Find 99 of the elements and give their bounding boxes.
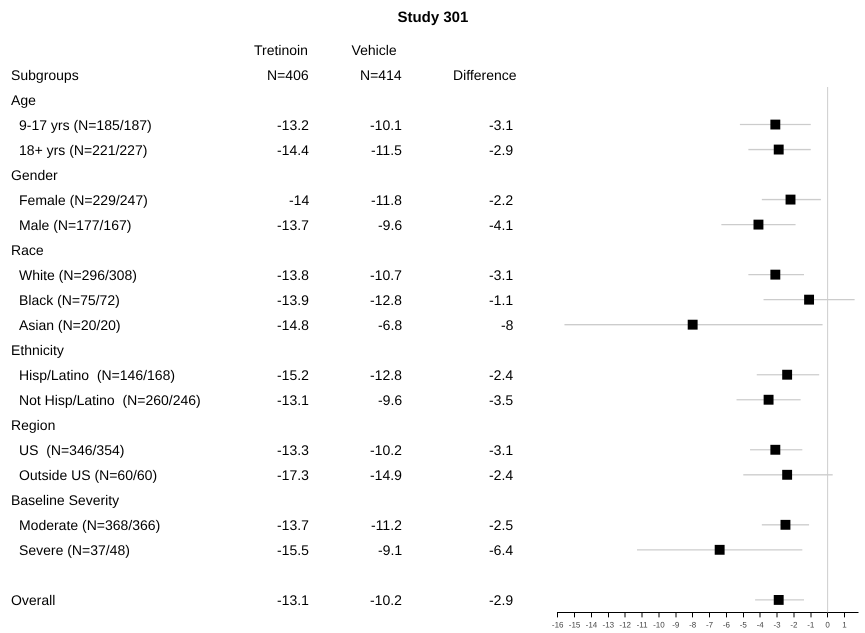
data-label: -14.9 [370,467,402,483]
data-label: -2.9 [489,142,514,158]
point [774,144,784,154]
category-label: Hisp/Latino (N=146/168) [19,367,176,383]
point [770,120,780,130]
data-label: -13.1 [277,392,309,408]
category-label: Race [11,242,44,258]
point [786,194,796,205]
category-label: Gender [11,167,58,183]
point [804,294,814,305]
category-label: White (N=296/308) [19,267,137,283]
data-label: -15.5 [277,542,309,558]
data-label: -11.2 [371,517,402,533]
category-label: US (N=346/354) [19,442,124,458]
data-label: -10.2 [370,442,402,458]
data-label: -13.9 [277,292,309,308]
x-tick-label: -9 [672,620,680,630]
data-label: -10.1 [370,117,402,133]
point [774,594,784,605]
data-label: -14.8 [277,317,309,333]
category-label: Ethnicity [11,342,64,358]
text: Study 301 [398,9,468,26]
data-label: -13.7 [277,517,309,533]
x-tick-label: -2 [790,620,798,630]
data-label: -4.1 [489,217,514,233]
x-tick-label: -11 [636,620,648,630]
x-tick-label: -4 [756,620,764,630]
data-label: -9.6 [378,392,402,408]
x-tick-label: -8 [689,620,697,630]
category-label: Moderate (N=368/366) [19,517,160,533]
data-label: -13.1 [277,592,309,608]
data-label: -14.4 [277,142,309,158]
data-label: -10.7 [370,267,402,283]
category-label: Not Hisp/Latino (N=260/246) [19,392,201,408]
data-label: -14 [289,192,310,208]
x-tick-label: -7 [706,620,714,630]
data-label: -12.8 [370,367,402,383]
text: Difference [453,67,517,83]
category-label: 18+ yrs (N=221/227) [19,142,148,158]
data-label: -3.1 [489,117,514,133]
data-label: -15.2 [277,367,309,383]
category-label: Asian (N=20/20) [19,317,121,333]
data-label: -2.4 [489,367,514,383]
x-tick-label: -10 [653,620,666,630]
data-label: -2.2 [489,192,514,208]
data-label: -13.7 [277,217,309,233]
point [754,220,764,230]
category-label: Male (N=177/167) [19,217,132,233]
category-label: Baseline Severity [11,492,120,508]
x-tick-label: -5 [740,620,748,630]
data-label: -2.4 [489,467,514,483]
category-label: Black (N=75/72) [19,292,120,308]
point [714,544,725,555]
point [782,470,792,480]
data-label: -11.8 [371,192,402,208]
x-tick-label: 1 [842,620,848,630]
x-tick-label: -3 [773,620,782,630]
data-label: -13.3 [277,442,309,458]
point [764,394,774,405]
data-label: -12.8 [370,292,402,308]
data-label: -13.8 [277,267,309,283]
data-label: -1.1 [489,292,514,308]
category-label: Outside US (N=60/60) [19,467,158,483]
category-label: Region [11,417,56,433]
data-label: -11.5 [371,142,402,158]
data-label: -6.4 [489,542,514,558]
category-label: Severe (N=37/48) [19,542,130,558]
data-label: -9.1 [378,542,402,558]
data-label: -10.2 [370,592,402,608]
text: Subgroups [11,67,79,83]
data-label: -17.3 [277,467,309,483]
data-label: -3.5 [489,392,514,408]
point [770,444,780,455]
category-label: Female (N=229/247) [19,192,148,208]
text: Vehicle N=414 [352,42,402,83]
data-label: -6.8 [378,317,402,333]
category-label: 9-17 yrs (N=185/187) [19,117,152,133]
x-tick-label: 0 [825,620,830,630]
point [782,370,792,380]
text: Tretinoin N=406 [254,42,309,83]
point [770,270,780,280]
data-label: -2.9 [489,592,514,608]
x-tick-label: -16 [552,620,564,630]
x-tick-label: -1 [807,620,815,630]
data-label: -3.1 [489,442,514,458]
data-label: -3.1 [489,267,514,283]
x-tick-label: -13 [602,620,615,630]
x-tick-label: -12 [619,620,632,630]
data-label: -9.6 [378,217,402,233]
point [688,320,698,330]
x-tick-label: -15 [568,620,581,630]
data-label: -8 [501,317,514,333]
data-label: -2.5 [489,517,514,533]
x-tick-label: -6 [722,620,731,630]
point [780,520,790,530]
data-label: -13.2 [277,117,309,133]
category-label: Overall [11,592,56,608]
category-label: Age [11,92,36,108]
x-tick-label: -14 [586,620,598,630]
